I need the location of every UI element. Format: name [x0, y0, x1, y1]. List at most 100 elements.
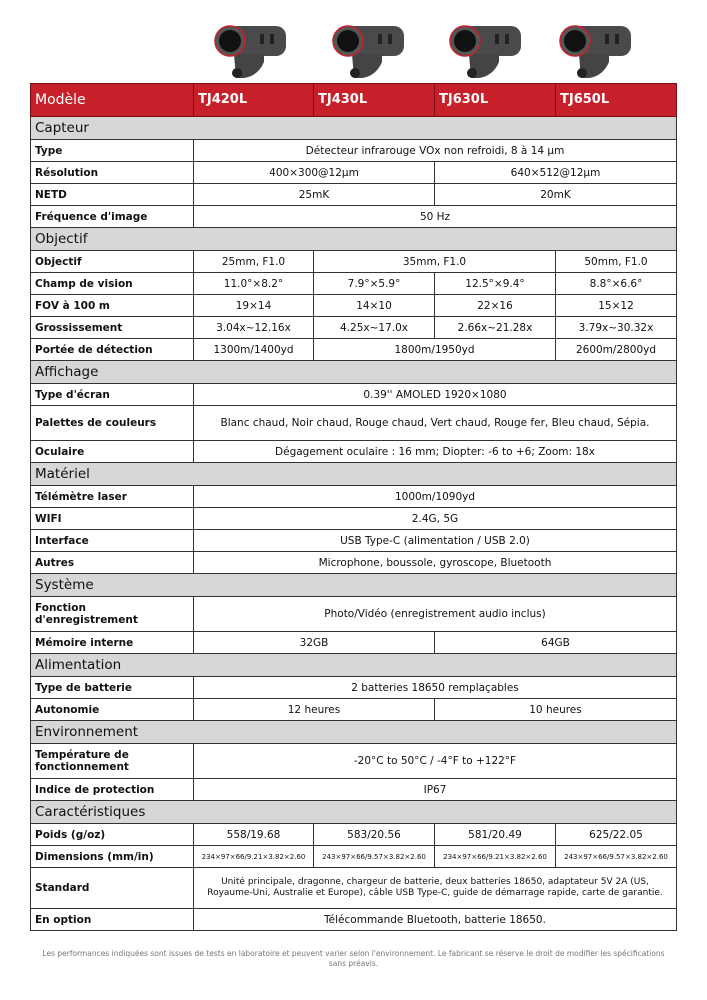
- spec-label: Standard: [30, 867, 194, 909]
- spec-row: Type d'écran 0.39'' AMOLED 1920×1080: [30, 383, 677, 406]
- section-title: Environnement: [30, 720, 677, 744]
- spec-label: Fréquence d'image: [30, 205, 194, 228]
- spec-value: 1800m/1950yd: [313, 338, 556, 361]
- spec-label: Champ de vision: [30, 272, 194, 295]
- disclaimer-footer: Les performances indiquées sont issues d…: [42, 949, 665, 968]
- spec-value: 12.5°×9.4°: [434, 272, 556, 295]
- spec-value: 64GB: [434, 631, 677, 654]
- spec-value: 2600m/2800yd: [555, 338, 677, 361]
- spec-row: Palettes de couleurs Blanc chaud, Noir ch…: [30, 405, 677, 441]
- section-title: Alimentation: [30, 653, 677, 677]
- spec-label: Autonomie: [30, 698, 194, 721]
- spec-row: Poids (g/oz) 558/19.68 583/20.56 581/20.49 6…: [30, 823, 677, 846]
- spec-value: 640×512@12µm: [434, 161, 677, 184]
- spec-row: Champ de vision 11.0°×8.2° 7.9°×5.9° 12.5°×…: [30, 272, 677, 295]
- spec-label: Objectif: [30, 250, 194, 273]
- spec-value: 400×300@12µm: [193, 161, 435, 184]
- section-header: Alimentation: [30, 653, 677, 677]
- spec-label: Oculaire: [30, 440, 194, 463]
- spec-row: Objectif 25mm, F1.0 35mm, F1.0 50mm, F1.0: [30, 250, 677, 273]
- spec-label: Portée de détection: [30, 338, 194, 361]
- model-header-row: Modèle TJ420L TJ430L TJ630L TJ650L: [30, 83, 677, 117]
- spec-value: 3.79x~30.32x: [555, 316, 677, 339]
- spec-label: Fonction d'enregistrement: [30, 596, 194, 632]
- spec-row: Standard Unité principale, dragonne, char…: [30, 867, 677, 909]
- spec-value: 4.25x~17.0x: [313, 316, 435, 339]
- spec-label: Type de batterie: [30, 676, 194, 699]
- spec-label: Mémoire interne: [30, 631, 194, 654]
- spec-value: 12 heures: [193, 698, 435, 721]
- section-title: Objectif: [30, 227, 677, 251]
- spec-value: -20°C to 50°C / -4°F to +122°F: [193, 743, 677, 779]
- spec-value: Télécommande Bluetooth, batterie 18650.: [193, 908, 677, 931]
- section-header: Système: [30, 573, 677, 597]
- spec-value: 1300m/1400yd: [193, 338, 314, 361]
- spec-row: En option Télécommande Bluetooth, batteri…: [30, 908, 677, 931]
- spec-value: 3.04x~12.16x: [193, 316, 314, 339]
- spec-value: 583/20.56: [313, 823, 435, 846]
- section-title: Système: [30, 573, 677, 597]
- spec-value: 243×97×66/9.57×3.82×2.60: [555, 845, 677, 868]
- spec-table: Modèle TJ420L TJ430L TJ630L TJ650L Capte…: [30, 83, 677, 931]
- spec-label: FOV à 100 m: [30, 294, 194, 317]
- model-label: Modèle: [30, 83, 194, 117]
- spec-row: NETD 25mK 20mK: [30, 183, 677, 206]
- section-title: Matériel: [30, 462, 677, 486]
- spec-row: Type de batterie 2 batteries 18650 rempla…: [30, 676, 677, 699]
- spec-label: Type: [30, 139, 194, 162]
- section-header: Capteur: [30, 116, 677, 140]
- spec-label: Palettes de couleurs: [30, 405, 194, 441]
- spec-value: 50 Hz: [193, 205, 677, 228]
- spec-row: Autonomie 12 heures 10 heures: [30, 698, 677, 721]
- spec-row: WIFI 2.4G, 5G: [30, 507, 677, 530]
- spec-row: Télémètre laser 1000m/1090yd: [30, 485, 677, 508]
- spec-label: Température de fonctionnement: [30, 743, 194, 779]
- spec-value: 25mm, F1.0: [193, 250, 314, 273]
- thermal-monocular-image: [449, 25, 521, 78]
- section-header: Matériel: [30, 462, 677, 486]
- model-name: TJ630L: [434, 83, 556, 117]
- spec-value: 1000m/1090yd: [193, 485, 677, 508]
- section-header: Environnement: [30, 720, 677, 744]
- spec-value: 35mm, F1.0: [313, 250, 556, 273]
- thermal-monocular-image: [332, 25, 404, 78]
- model-name: TJ650L: [555, 83, 677, 117]
- product-images: [0, 0, 707, 82]
- spec-value: 22×16: [434, 294, 556, 317]
- spec-label: Autres: [30, 551, 194, 574]
- thermal-monocular-image: [559, 25, 631, 78]
- spec-row: Fonction d'enregistrement Photo/Vidéo (en…: [30, 596, 677, 632]
- spec-value: 7.9°×5.9°: [313, 272, 435, 295]
- spec-label: NETD: [30, 183, 194, 206]
- spec-value: 32GB: [193, 631, 435, 654]
- spec-label: Indice de protection: [30, 778, 194, 801]
- spec-label: Interface: [30, 529, 194, 552]
- spec-value: 2 batteries 18650 remplaçables: [193, 676, 677, 699]
- spec-row: Autres Microphone, boussole, gyroscope, B…: [30, 551, 677, 574]
- spec-label: Résolution: [30, 161, 194, 184]
- spec-value: 243×97×66/9.57×3.82×2.60: [313, 845, 435, 868]
- thermal-monocular-image: [214, 25, 286, 78]
- section-title: Caractéristiques: [30, 800, 677, 824]
- spec-row: Résolution 400×300@12µm 640×512@12µm: [30, 161, 677, 184]
- section-header: Caractéristiques: [30, 800, 677, 824]
- section-title: Affichage: [30, 360, 677, 384]
- spec-value: Détecteur infrarouge VOx non refroidi, 8…: [193, 139, 677, 162]
- spec-label: Dimensions (mm/in): [30, 845, 194, 868]
- spec-value: 25mK: [193, 183, 435, 206]
- spec-label: Type d'écran: [30, 383, 194, 406]
- section-title: Capteur: [30, 116, 677, 140]
- spec-row: Portée de détection 1300m/1400yd 1800m/195…: [30, 338, 677, 361]
- spec-value: 19×14: [193, 294, 314, 317]
- model-name: TJ420L: [193, 83, 314, 117]
- spec-value: Microphone, boussole, gyroscope, Bluetoo…: [193, 551, 677, 574]
- spec-row: Fréquence d'image 50 Hz: [30, 205, 677, 228]
- section-header: Objectif: [30, 227, 677, 251]
- spec-row: Mémoire interne 32GB 64GB: [30, 631, 677, 654]
- spec-row: Oculaire Dégagement oculaire : 16 mm; Dio…: [30, 440, 677, 463]
- spec-value: 234×97×66/9.21×3.82×2.60: [193, 845, 314, 868]
- spec-row: Interface USB Type-C (alimentation / USB …: [30, 529, 677, 552]
- spec-value: 11.0°×8.2°: [193, 272, 314, 295]
- spec-value: 15×12: [555, 294, 677, 317]
- spec-value: Unité principale, dragonne, chargeur de …: [193, 867, 677, 909]
